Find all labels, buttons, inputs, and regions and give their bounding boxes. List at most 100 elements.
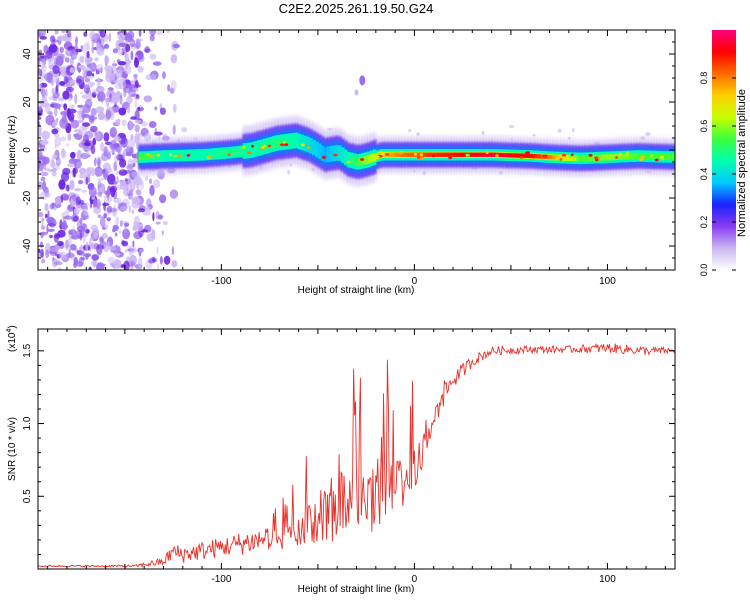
noise-blob — [109, 92, 112, 100]
ridge-peak — [416, 156, 421, 160]
ridge-core — [404, 152, 409, 157]
noise-blob — [359, 75, 366, 86]
ridge-cell — [193, 151, 197, 159]
noise-blob — [66, 143, 70, 147]
noise-blob — [131, 241, 134, 247]
noise-blob — [55, 117, 59, 123]
noise-blob — [39, 241, 44, 248]
ridge-peak — [618, 152, 623, 156]
noise-blob — [137, 65, 144, 73]
noise-blob — [162, 71, 166, 80]
noise-blob — [106, 152, 111, 160]
ridge-cell — [584, 155, 588, 162]
noise-blob — [74, 93, 78, 105]
ridge-cell — [286, 137, 290, 146]
noise-blob — [103, 213, 108, 219]
noise-blob — [58, 66, 67, 73]
noise-blob — [42, 95, 47, 104]
ridge-core — [442, 152, 446, 157]
noise-blob — [169, 87, 175, 94]
ridge-cell — [167, 152, 171, 159]
ridge-peak — [640, 155, 645, 159]
noise-blob — [150, 73, 157, 81]
noise-blob — [155, 210, 160, 220]
noise-blob — [121, 240, 129, 247]
noise-blob — [97, 44, 102, 54]
ridge-cell — [627, 153, 632, 160]
noise-blob — [113, 161, 118, 172]
ridge-cell — [228, 149, 232, 156]
ridge-peak — [559, 154, 563, 158]
ridge-cell — [236, 148, 241, 155]
noise-blob — [155, 221, 161, 225]
noise-blob — [88, 186, 97, 197]
noise-blob — [52, 256, 55, 261]
noise-blob — [144, 46, 150, 54]
noise-blob — [47, 168, 54, 173]
y-tick-label: 20 — [22, 96, 33, 108]
ridge-cell — [341, 151, 345, 160]
ridge-peak — [525, 151, 530, 155]
noise-blob — [120, 220, 123, 227]
noise-blob — [40, 171, 49, 177]
noise-blob — [105, 68, 113, 79]
x-tick-label: 0 — [412, 276, 418, 287]
ridge-cell — [355, 157, 359, 166]
noise-blob — [44, 203, 49, 212]
noise-blob — [116, 90, 121, 95]
noise-blob — [149, 34, 155, 42]
noise-blob — [100, 67, 103, 74]
noise-blob — [134, 43, 139, 48]
noise-blob — [153, 131, 163, 136]
noise-blob — [40, 176, 46, 182]
ridge-cell — [291, 136, 296, 145]
ridge-core — [468, 152, 472, 157]
noise-blob — [81, 110, 85, 121]
noise-blob — [76, 78, 82, 84]
noise-blob — [135, 189, 142, 196]
ridge-peak — [284, 143, 289, 147]
noise-blob — [94, 166, 103, 177]
noise-blob — [68, 229, 77, 236]
noise-blob — [137, 257, 143, 269]
y-tick-label: 0.5 — [22, 489, 33, 503]
noise-blob — [79, 55, 85, 64]
noise-blob — [161, 230, 164, 235]
noise-blob — [85, 241, 89, 251]
ridge-core — [393, 152, 397, 157]
x-tick-label: 100 — [599, 276, 616, 287]
ridge-peak — [146, 153, 150, 157]
ridge-cell — [665, 153, 669, 160]
noise-blob — [54, 200, 61, 205]
noise-blob — [92, 137, 97, 146]
ridge-cell — [317, 147, 322, 156]
noise-speckle — [416, 132, 420, 137]
ridge-core — [523, 153, 527, 158]
ridge-cell — [619, 153, 623, 160]
ridge-cell — [184, 152, 189, 159]
noise-blob — [39, 231, 48, 236]
ridge-cell — [633, 153, 637, 160]
ridge-cell — [164, 152, 168, 160]
ridge-core — [514, 153, 519, 158]
ridge-cell — [578, 155, 582, 162]
snr-panel: -100 0 100 0.5 1.0 1.5 Height of straight li… — [6, 325, 676, 595]
ridge-cell — [335, 148, 339, 157]
ridge-core — [367, 157, 371, 162]
noise-blob — [137, 208, 146, 213]
noise-blob — [54, 30, 59, 35]
noise-blob — [78, 245, 85, 257]
noise-blob — [56, 35, 66, 41]
noise-blob — [48, 44, 58, 53]
noise-blob — [58, 179, 66, 190]
ridge-core — [459, 152, 464, 157]
noise-blob — [50, 247, 58, 253]
y-tick-label: -20 — [22, 190, 33, 205]
noise-blob — [44, 72, 53, 82]
noise-blob — [128, 41, 135, 45]
noise-blob — [117, 61, 127, 66]
noise-blob — [39, 146, 47, 153]
noise-blob — [45, 88, 48, 97]
ridge-cell — [616, 153, 620, 160]
ridge-cell — [202, 151, 206, 158]
